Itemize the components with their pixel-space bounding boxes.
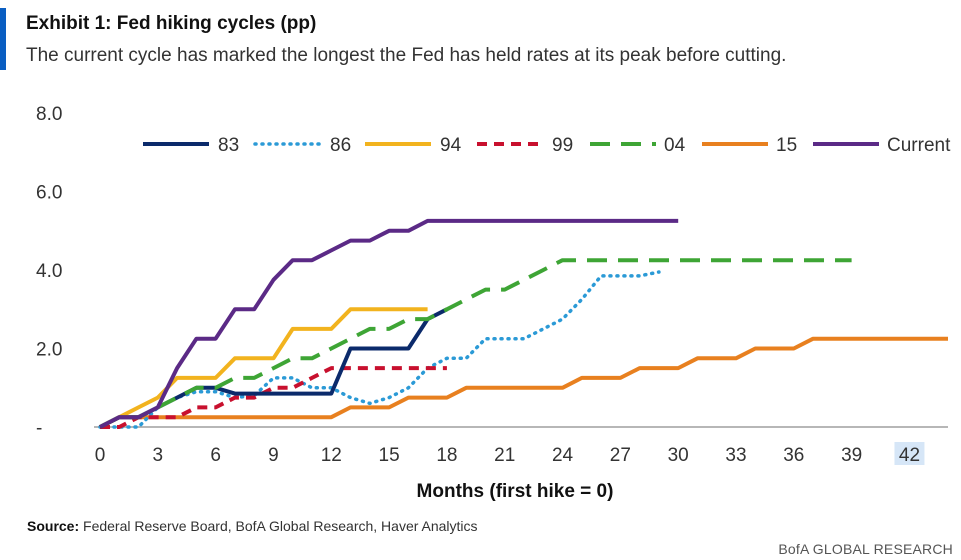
x-axis: 0 3 6 9 12 15 18 21 24 27 30 33 36 39 42 <box>94 426 948 466</box>
x-tick-label: 30 <box>668 445 689 466</box>
x-tick-label: 36 <box>783 445 804 466</box>
series-line-current <box>99 218 679 429</box>
x-axis-label: Months (first hike = 0) <box>417 481 614 502</box>
x-tick-label: 18 <box>436 445 457 466</box>
legend-label-04: 04 <box>664 135 686 156</box>
series-line-86 <box>98 270 661 429</box>
y-axis: - 2.0 4.0 6.0 8.0 <box>36 104 62 439</box>
x-tick-label: 33 <box>725 445 746 466</box>
x-tick-label: 27 <box>610 445 631 466</box>
exhibit-accent-bar <box>0 8 6 70</box>
x-tick-label: 39 <box>841 445 862 466</box>
series-line-94 <box>99 307 428 429</box>
chart-legend: 83 86 94 99 04 15 Current <box>143 135 951 156</box>
x-tick-label: 15 <box>379 445 400 466</box>
legend-label-94: 94 <box>440 135 462 156</box>
chart-subtitle: The current cycle has marked the longest… <box>26 45 787 66</box>
legend-label-86: 86 <box>330 135 351 156</box>
series-line-04 <box>99 258 852 429</box>
series-line-15 <box>99 336 948 429</box>
chart-title: Exhibit 1: Fed hiking cycles (pp) <box>26 13 317 34</box>
x-tick-label: 0 <box>95 445 106 466</box>
legend-label-15: 15 <box>776 135 797 156</box>
x-tick-highlight <box>894 442 925 465</box>
source-text: Federal Reserve Board, BofA Global Resea… <box>79 518 478 534</box>
x-tick-label: 9 <box>268 445 279 466</box>
y-tick-label: - <box>36 418 42 439</box>
source-label: Source: <box>27 518 80 534</box>
x-tick-label: 21 <box>494 445 515 466</box>
brand-label: BofA GLOBAL RESEARCH <box>778 541 953 557</box>
x-tick-label: 24 <box>552 445 574 466</box>
x-tick-label: 3 <box>153 445 164 466</box>
series-layer <box>98 218 948 429</box>
x-tick-label: 6 <box>210 445 221 466</box>
y-tick-label: 4.0 <box>36 261 62 282</box>
y-tick-label: 6.0 <box>36 183 62 204</box>
x-tick-label: 42 <box>899 445 920 466</box>
source-note: Source: Federal Reserve Board, BofA Glob… <box>27 518 478 534</box>
legend-label-99: 99 <box>552 135 573 156</box>
legend-label-current: Current <box>887 135 951 156</box>
line-chart: 83 86 94 99 04 15 Current -2.04.06.08.0 0 3 6 9 12… <box>36 104 951 502</box>
y-tick-label: 8.0 <box>36 104 62 125</box>
x-tick-label: 12 <box>321 445 342 466</box>
y-tick-label: 2.0 <box>36 340 62 361</box>
legend-label-83: 83 <box>218 135 239 156</box>
series-line-99 <box>100 366 447 429</box>
